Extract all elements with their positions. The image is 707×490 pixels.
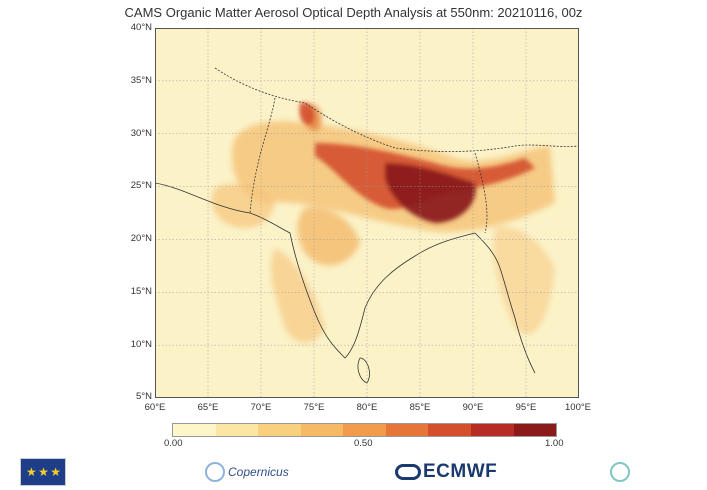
lon-label: 60°E — [144, 402, 166, 413]
colorbar-segment — [470, 424, 514, 436]
lat-label: 30°N — [130, 128, 152, 139]
lat-label: 20°N — [130, 233, 152, 244]
colorbar — [172, 423, 557, 437]
aod-map — [155, 28, 579, 398]
colorbar-segment — [385, 424, 429, 436]
colorbar-segment — [215, 424, 259, 436]
copernicus-wordmark: Copernicus — [228, 465, 289, 479]
map-border — [155, 28, 579, 398]
cams-logo-icon — [610, 462, 630, 482]
lon-label: 100°E — [565, 402, 591, 413]
coastlines — [155, 67, 579, 384]
colorbar-segment — [258, 424, 301, 436]
eu-flag-logo: ★ ★ ★ — [20, 458, 66, 486]
lat-label: 40°N — [130, 22, 152, 33]
lon-label: 85°E — [409, 402, 431, 413]
colorbar-tick-label: 1.00 — [545, 438, 564, 449]
eu-flag-icon: ★ ★ ★ — [20, 458, 66, 486]
copernicus-ring-icon — [205, 462, 225, 482]
lon-label: 70°E — [250, 402, 272, 413]
lon-label: 90°E — [462, 402, 484, 413]
lon-label: 65°E — [197, 402, 219, 413]
colorbar-segment — [173, 424, 216, 436]
colorbar-segment — [428, 424, 471, 436]
colorbar-tick-label: 0.50 — [354, 438, 373, 449]
aod-core — [299, 102, 535, 223]
graticule — [155, 28, 579, 398]
cams-logo — [610, 458, 634, 486]
ecmwf-logo: ECMWF — [395, 458, 497, 486]
ecmwf-glyph-icon — [395, 464, 421, 480]
logo-strip: ★ ★ ★ Copernicus ECMWF — [0, 458, 707, 486]
colorbar-segment — [300, 424, 344, 436]
lat-label: 25°N — [130, 180, 152, 191]
copernicus-logo: Copernicus — [205, 458, 289, 486]
colorbar-segment — [513, 424, 557, 436]
colorbar-tick-label: 0.00 — [164, 438, 183, 449]
map-canvas — [155, 28, 579, 398]
lon-label: 95°E — [515, 402, 537, 413]
lat-label: 15°N — [130, 286, 152, 297]
lat-label: 35°N — [130, 75, 152, 86]
chart-title: CAMS Organic Matter Aerosol Optical Dept… — [124, 5, 583, 20]
lon-label: 80°E — [356, 402, 378, 413]
colorbar-segment — [343, 424, 386, 436]
ecmwf-wordmark: ECMWF — [423, 461, 498, 482]
lat-label: 10°N — [130, 339, 152, 350]
lat-label: 5°N — [136, 391, 152, 402]
lon-label: 75°E — [303, 402, 325, 413]
